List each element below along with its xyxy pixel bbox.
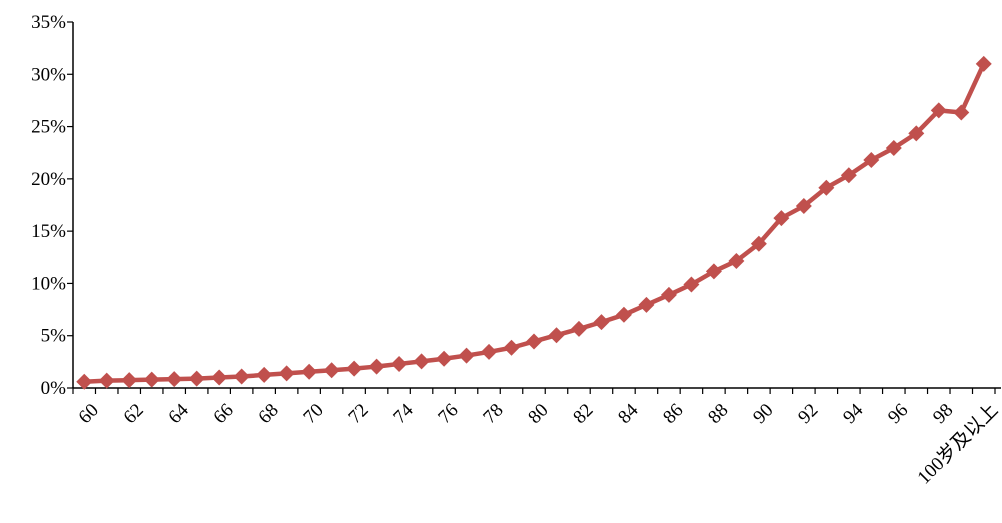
x-tick-label: 62: [120, 400, 148, 428]
data-point: [705, 263, 722, 280]
y-tick-label: 20%: [31, 169, 66, 190]
y-tick-label: 0%: [41, 378, 67, 399]
x-tick-label: 64: [164, 399, 193, 428]
y-tick-label: 25%: [31, 117, 66, 138]
x-tick-label: 100岁及以上: [913, 399, 1002, 488]
data-point: [413, 353, 430, 370]
data-point: [863, 152, 880, 169]
data-point: [98, 372, 115, 389]
x-axis: 60 62 64 66 68 70 72 74 76 78 80 82 84 86 88 90 92 94 96 98…: [72, 387, 1002, 488]
data-point: [346, 360, 363, 377]
data-point: [233, 368, 250, 385]
data-point: [728, 252, 745, 269]
data-point: [143, 371, 160, 388]
data-point: [570, 320, 587, 337]
data-point: [885, 140, 902, 157]
x-tick-label: 98: [929, 400, 957, 428]
x-tick-label: 74: [389, 399, 418, 428]
x-tick-label: 76: [434, 400, 462, 428]
data-point: [930, 102, 947, 119]
x-tick-label: 94: [839, 399, 868, 428]
x-tick-label: 60: [75, 400, 103, 428]
data-point: [323, 362, 340, 379]
data-point: [211, 369, 228, 386]
data-point: [795, 198, 812, 215]
y-tick-label: 5%: [41, 326, 67, 347]
data-point: [660, 286, 677, 303]
data-point: [121, 372, 138, 389]
y-tick-label: 10%: [31, 273, 66, 294]
data-point: [953, 104, 970, 121]
data-point: [481, 343, 498, 360]
y-tick-label: 35%: [31, 12, 66, 33]
data-point: [503, 339, 520, 356]
data-point: [750, 235, 767, 252]
data-point: [256, 366, 273, 383]
data-point: [975, 55, 992, 72]
x-tick-label: 82: [569, 400, 597, 428]
data-point: [908, 125, 925, 142]
data-point: [840, 167, 857, 184]
x-tick-label: 88: [704, 400, 732, 428]
data-point: [818, 179, 835, 196]
data-point: [638, 296, 655, 313]
x-tick-label: 86: [659, 400, 687, 428]
y-tick-label: 30%: [31, 64, 66, 85]
data-point: [301, 363, 318, 380]
data-point: [773, 210, 790, 227]
x-tick-label: 96: [884, 400, 912, 428]
data-point: [166, 371, 183, 388]
data-point: [458, 347, 475, 364]
y-axis: 0% 5% 10% 15% 20% 25% 30% 35%: [31, 12, 74, 399]
x-tick-label: 70: [299, 400, 327, 428]
x-tick-label: 80: [524, 400, 552, 428]
x-tick-label: 72: [344, 400, 372, 428]
data-point: [548, 327, 565, 344]
x-tick-label: 78: [479, 400, 507, 428]
series-group: [76, 55, 992, 390]
data-point: [683, 276, 700, 293]
x-tick-label: 90: [749, 400, 777, 428]
x-tick-label: 84: [614, 399, 643, 428]
y-tick-label: 15%: [31, 221, 66, 242]
data-point: [278, 365, 295, 382]
data-point: [368, 358, 385, 375]
data-point: [188, 370, 205, 387]
data-point: [593, 314, 610, 331]
data-point: [615, 306, 632, 323]
data-point: [436, 350, 453, 367]
data-point: [526, 333, 542, 350]
data-point: [391, 355, 408, 372]
x-tick-label: 92: [794, 400, 822, 428]
x-tick-label: 66: [209, 400, 237, 428]
data-point: [76, 373, 93, 390]
x-tick-label: 68: [254, 400, 282, 428]
